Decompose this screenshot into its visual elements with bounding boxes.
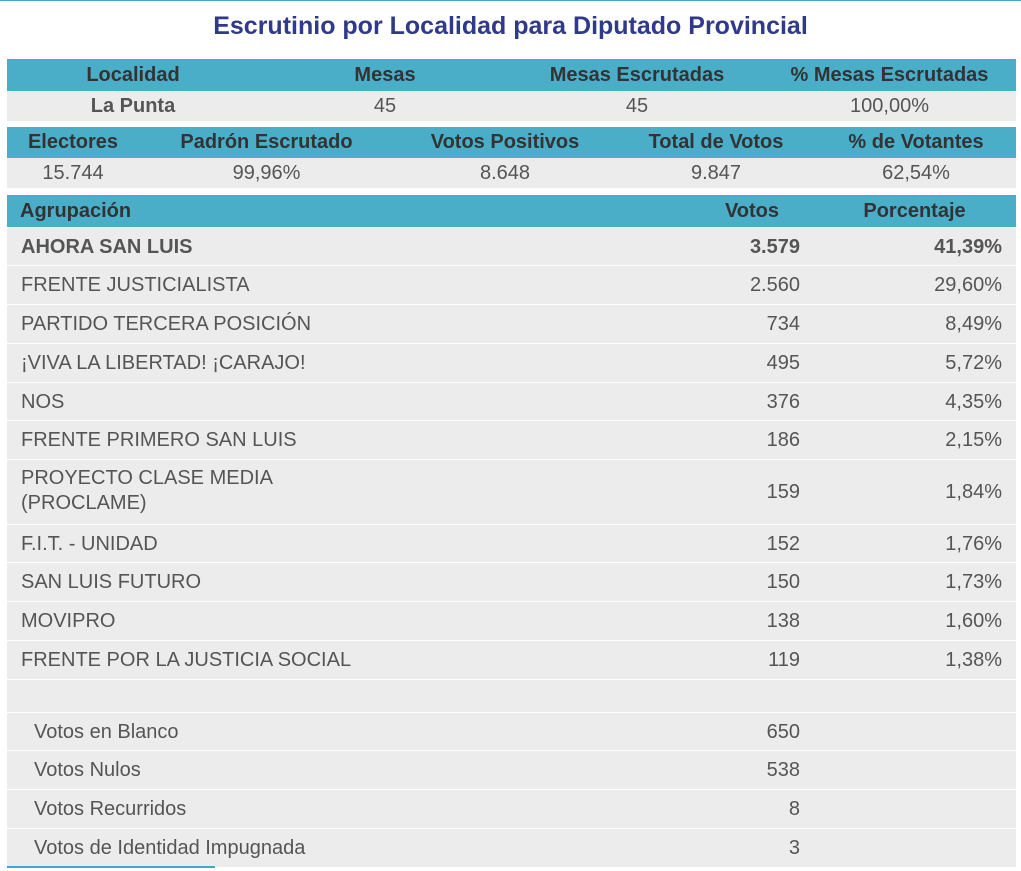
table-row: PROYECTO CLASE MEDIA (PROCLAME) 159 1,84…	[7, 459, 1016, 524]
table-row: FRENTE PRIMERO SAN LUIS 186 2,15%	[7, 420, 1016, 459]
party-votes: 495	[766, 352, 800, 374]
party-name: F.I.T. - UNIDAD	[21, 533, 158, 555]
other-votes-value: 3	[788, 837, 800, 859]
table-row: SAN LUIS FUTURO 150 1,73%	[7, 562, 1016, 601]
party-votes: 159	[766, 481, 800, 503]
mesas-escrutadas-value: 45	[625, 95, 649, 117]
col-total-de-votos: Total de Votos	[648, 131, 784, 153]
party-pct: 1,84%	[945, 481, 1002, 503]
party-votes: 152	[766, 533, 800, 555]
page-title: Escrutinio por Localidad para Diputado P…	[213, 12, 808, 40]
party-name-line1: PROYECTO CLASE MEDIA	[21, 467, 273, 489]
table-row: Votos Recurridos 8	[7, 789, 1016, 828]
party-votes: 2.560	[749, 274, 800, 296]
summary-table-1: Localidad Mesas Mesas Escrutadas % Mesas…	[7, 59, 1016, 121]
electores-value: 15.744	[42, 162, 104, 184]
party-name: PARTIDO TERCERA POSICIÓN	[21, 313, 312, 335]
party-pct: 1,73%	[945, 571, 1002, 593]
party-pct: 4,35%	[945, 391, 1002, 413]
table-row: Votos Nulos 538	[7, 750, 1016, 789]
top-divider	[0, 0, 1021, 1]
col-localidad: Localidad	[86, 64, 180, 86]
table-row: NOS 376 4,35%	[7, 382, 1016, 421]
pct-mesas-escrutadas-value: 100,00%	[850, 95, 929, 117]
party-name: PROYECTO CLASE MEDIA (PROCLAME)	[21, 466, 273, 516]
other-votes-name: Votos de Identidad Impugnada	[34, 837, 306, 859]
mesas-value: 45	[373, 95, 397, 117]
summary-table-2: Electores Padrón Escrutado Votos Positiv…	[7, 127, 1016, 188]
padron-escrutado-value: 99,96%	[232, 162, 301, 184]
table-row: Votos en Blanco 650	[7, 712, 1016, 751]
other-votes-value: 538	[766, 759, 800, 781]
party-name: FRENTE JUSTICIALISTA	[21, 274, 250, 296]
other-votes-name: Votos Nulos	[34, 759, 141, 781]
summary-table-1-values: La Punta 45 45 100,00%	[7, 91, 1016, 121]
party-name-line2: (PROCLAME)	[21, 492, 147, 514]
table-row: ¡VIVA LA LIBERTAD! ¡CARAJO! 495 5,72%	[7, 343, 1016, 382]
col-pct-votantes: % de Votantes	[848, 131, 984, 153]
party-name: MOVIPRO	[21, 610, 116, 632]
col-votos: Votos	[724, 200, 780, 222]
other-votes-value: 650	[766, 721, 800, 743]
spacer-row	[7, 679, 1016, 712]
other-votes-name: Votos Recurridos	[34, 798, 187, 820]
party-name: SAN LUIS FUTURO	[21, 571, 202, 593]
party-name: NOS	[21, 391, 65, 413]
party-pct: 2,15%	[945, 429, 1002, 451]
party-pct: 1,76%	[945, 533, 1002, 555]
bottom-divider	[7, 866, 215, 868]
table-row: F.I.T. - UNIDAD 152 1,76%	[7, 524, 1016, 563]
localidad-value: La Punta	[90, 95, 176, 117]
col-votos-positivos: Votos Positivos	[430, 131, 580, 153]
col-agrupacion: Agrupación	[20, 200, 132, 222]
party-pct: 5,72%	[945, 352, 1002, 374]
table-row: AHORA SAN LUIS 3.579 41,39%	[7, 227, 1016, 266]
summary-table-2-header: Electores Padrón Escrutado Votos Positiv…	[7, 127, 1016, 158]
party-name: FRENTE POR LA JUSTICIA SOCIAL	[21, 649, 352, 671]
col-pct-mesas-escrutadas: % Mesas Escrutadas	[790, 64, 989, 86]
col-mesas: Mesas	[354, 64, 416, 86]
total-de-votos-value: 9.847	[690, 162, 742, 184]
party-name: FRENTE PRIMERO SAN LUIS	[21, 429, 297, 451]
party-pct: 41,39%	[934, 236, 1002, 258]
summary-table-2-values: 15.744 99,96% 8.648 9.847 62,54%	[7, 158, 1016, 188]
col-padron-escrutado: Padrón Escrutado	[180, 131, 353, 153]
party-pct: 8,49%	[945, 313, 1002, 335]
summary-table-1-header: Localidad Mesas Mesas Escrutadas % Mesas…	[7, 59, 1016, 91]
party-votes: 150	[766, 571, 800, 593]
col-electores: Electores	[27, 131, 119, 153]
table-row: MOVIPRO 138 1,60%	[7, 601, 1016, 640]
pct-votantes-value: 62,54%	[882, 162, 950, 184]
table-row: Votos de Identidad Impugnada 3	[7, 828, 1016, 867]
party-votes: 3.579	[749, 236, 800, 258]
party-votes: 186	[766, 429, 800, 451]
party-votes: 376	[766, 391, 800, 413]
party-votes: 734	[766, 313, 800, 335]
party-votes: 119	[768, 649, 800, 671]
col-porcentaje: Porcentaje	[863, 200, 966, 222]
results-table-header: Agrupación Votos Porcentaje	[7, 195, 1016, 227]
party-name: AHORA SAN LUIS	[21, 236, 193, 258]
party-votes: 138	[766, 610, 800, 632]
table-row: PARTIDO TERCERA POSICIÓN 734 8,49%	[7, 304, 1016, 343]
table-row: FRENTE JUSTICIALISTA 2.560 29,60%	[7, 265, 1016, 304]
votos-positivos-value: 8.648	[479, 162, 531, 184]
other-votes-name: Votos en Blanco	[34, 721, 179, 743]
col-mesas-escrutadas: Mesas Escrutadas	[549, 64, 725, 86]
party-name: ¡VIVA LA LIBERTAD! ¡CARAJO!	[21, 352, 306, 374]
party-pct: 29,60%	[934, 274, 1002, 296]
party-pct: 1,38%	[945, 649, 1002, 671]
table-row: FRENTE POR LA JUSTICIA SOCIAL 119 1,38%	[7, 640, 1016, 679]
party-pct: 1,60%	[945, 610, 1002, 632]
other-votes-value: 8	[788, 798, 800, 820]
